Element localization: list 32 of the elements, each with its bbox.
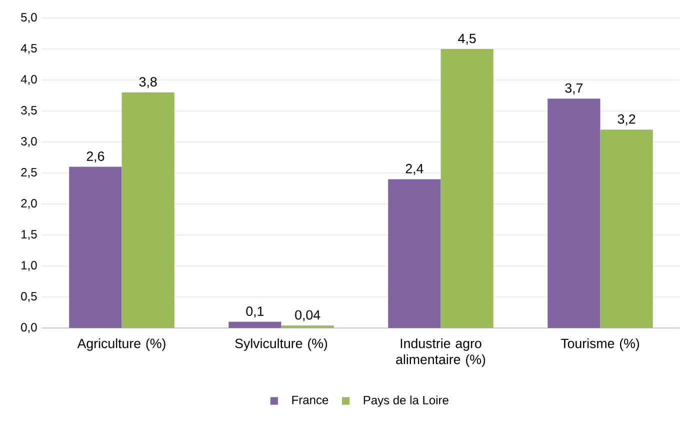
data-label: 2,6 [86, 152, 104, 163]
bar [388, 179, 441, 328]
y-tick-label: 1,0 [22, 261, 37, 271]
y-tick-label: 5,0 [21, 13, 37, 23]
data-label: 0,04 [295, 310, 320, 322]
bar [600, 130, 653, 328]
data-label: 3,2 [618, 114, 636, 126]
y-tick-label: 0,5 [21, 292, 37, 302]
y-tick-label: 3,5 [21, 106, 37, 116]
y-tick-label: 2,5 [21, 168, 37, 178]
data-label: 0,1 [246, 306, 264, 318]
y-tick-label: 0,0 [21, 323, 37, 333]
y-tick-label: 3,0 [21, 137, 37, 147]
data-label: 3,7 [565, 83, 583, 94]
data-label: 3,8 [139, 77, 157, 88]
x-tick-label: Tourisme (%) [560, 338, 640, 351]
y-tick-label: 2,0 [21, 199, 37, 209]
y-tick-label: 4,5 [20, 44, 37, 54]
x-tick-label: Sylviculture (%) [235, 338, 328, 351]
data-label: 4,5 [458, 34, 476, 45]
y-tick-label: 1,5 [22, 230, 37, 240]
bar [548, 98, 600, 328]
data-label: 2,4 [406, 164, 424, 175]
legend-label: Pays de la Loire [364, 396, 448, 407]
x-tick-label: Agriculture (%) [77, 338, 166, 351]
legend-label: France [292, 396, 328, 404]
x-tick-label: Industrie agro alimentaire (%) [396, 338, 486, 367]
bar [440, 49, 494, 328]
y-tick-label: 4,0 [20, 75, 37, 85]
bar [228, 322, 282, 328]
bar [69, 166, 122, 328]
bar [122, 92, 174, 328]
